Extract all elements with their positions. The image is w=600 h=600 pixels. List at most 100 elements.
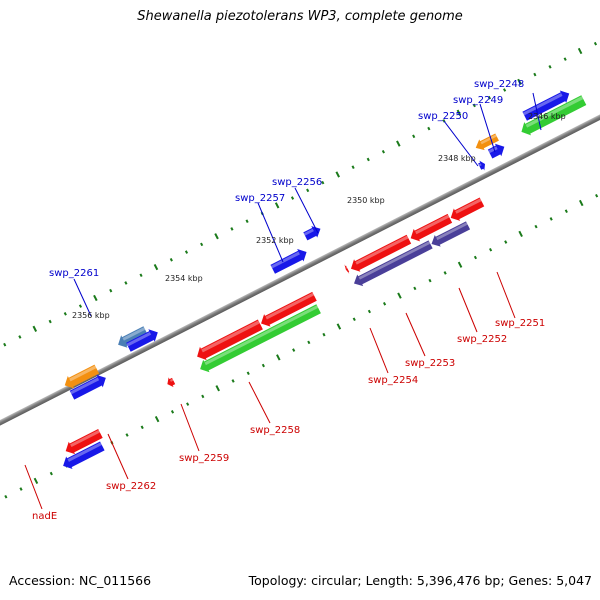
callout-line	[532, 92, 542, 131]
callout-line	[369, 327, 389, 374]
gene-arrow	[69, 374, 106, 400]
gene-label-swp-2252: swp_2252	[457, 334, 507, 345]
scale-tick	[3, 342, 7, 347]
forward-gene-labels: swp_2248 swp_2249 swp_2250 swp_2256 swp_…	[49, 79, 524, 279]
scale-tick	[140, 425, 144, 430]
gene-arrow	[126, 329, 158, 352]
scale-tick	[473, 255, 478, 260]
scale-tick	[322, 332, 326, 337]
scale-tick	[487, 95, 492, 100]
scale-tick	[93, 294, 98, 302]
scale-tick	[307, 340, 311, 345]
scale-tick	[564, 209, 568, 213]
callout-line	[294, 187, 319, 234]
scale-tick	[169, 258, 173, 262]
scale-tick	[382, 302, 387, 306]
scale-tick	[413, 286, 417, 291]
scale-tick	[595, 193, 599, 198]
scale-tick	[457, 261, 463, 268]
gene-arrow	[353, 240, 433, 287]
gene-label-swp-2251: swp_2251	[495, 318, 545, 329]
gene-arrow	[63, 441, 105, 469]
scale-tick	[33, 477, 39, 484]
scale-tick	[456, 109, 462, 116]
callout-line	[180, 403, 200, 452]
scale-tick	[321, 180, 325, 185]
scale-tick	[306, 188, 310, 193]
scale-tick	[276, 354, 281, 361]
gene-label-swp-2261: swp_2261	[49, 268, 99, 279]
callout-line	[73, 278, 92, 317]
gene-label-swp-2249: swp_2249	[453, 95, 503, 106]
tick-rows	[3, 41, 599, 499]
scale-label: 2356 kbp	[72, 311, 110, 320]
scale-tick	[274, 202, 280, 209]
scale-tick	[397, 292, 402, 299]
scale-tick	[396, 140, 401, 147]
reverse-gene-labels: swp_2251 swp_2252 swp_2253 swp_2254 swp_…	[32, 318, 545, 522]
gene-arrow	[410, 213, 453, 242]
scale-labels: 2346 kbp 2348 kbp 2350 kbp 2352 kbp 2354…	[72, 112, 566, 320]
callout-lines	[24, 92, 542, 510]
scale-tick	[517, 78, 522, 85]
scale-tick	[381, 149, 385, 154]
gene-arrow	[65, 428, 103, 455]
scale-tick	[48, 319, 52, 324]
scale-tick	[201, 394, 205, 399]
scale-tick	[367, 309, 371, 314]
gene-arrow	[478, 160, 486, 171]
callout-line	[479, 103, 496, 153]
scale-tick	[63, 312, 67, 316]
scale-tick	[32, 325, 38, 332]
scale-tick	[125, 433, 129, 437]
scale-tick	[246, 371, 250, 376]
callout-line	[107, 433, 129, 480]
scale-tick	[443, 271, 447, 275]
scale-tick	[548, 65, 552, 69]
scale-tick	[153, 263, 159, 271]
scale-tick	[170, 410, 175, 414]
scale-tick	[4, 494, 8, 499]
scale-tick	[533, 72, 537, 77]
scale-tick	[290, 196, 295, 200]
gene-label-swp-2248: swp_2248	[474, 79, 524, 90]
gene-label-swp-2250: swp_2250	[418, 111, 468, 122]
scale-tick	[19, 487, 23, 491]
scale-tick	[412, 134, 416, 139]
gene-arrow	[270, 249, 307, 274]
scale-tick	[245, 219, 249, 223]
gene-arrow	[487, 143, 505, 159]
scale-tick	[184, 250, 189, 254]
scale-tick	[230, 227, 234, 231]
callout-line	[24, 464, 43, 510]
callout-line	[496, 271, 516, 319]
callout-line	[458, 287, 478, 333]
scale-tick	[428, 278, 432, 283]
scale-label: 2348 kbp	[438, 154, 476, 163]
gene-arrow	[303, 226, 321, 241]
gene-arrow	[431, 221, 471, 247]
gene-label-swp-2254: swp_2254	[368, 375, 418, 386]
scale-tick	[200, 242, 204, 247]
map-frame	[0, 41, 600, 499]
gene-label-swp-2259: swp_2259	[179, 453, 229, 464]
scale-tick	[124, 281, 128, 285]
scale-tick	[534, 224, 538, 229]
scale-label: 2346 kbp	[528, 112, 566, 121]
scale-label: 2350 kbp	[347, 196, 385, 205]
scale-tick	[109, 288, 113, 293]
scale-label: 2354 kbp	[165, 274, 203, 283]
scale-tick	[335, 171, 340, 178]
gene-arrow	[64, 364, 100, 389]
scale-tick	[139, 273, 143, 278]
scale-tick	[18, 335, 22, 339]
callout-line	[443, 120, 479, 167]
scale-tick	[78, 304, 83, 308]
scale-tick	[49, 471, 53, 476]
scale-tick	[504, 240, 508, 244]
scale-tick	[563, 57, 567, 61]
gene-label-nade: nadE	[32, 511, 57, 522]
gene-label-swp-2257: swp_2257	[235, 193, 285, 204]
callout-line	[405, 312, 426, 357]
gene-arrow	[521, 95, 587, 136]
